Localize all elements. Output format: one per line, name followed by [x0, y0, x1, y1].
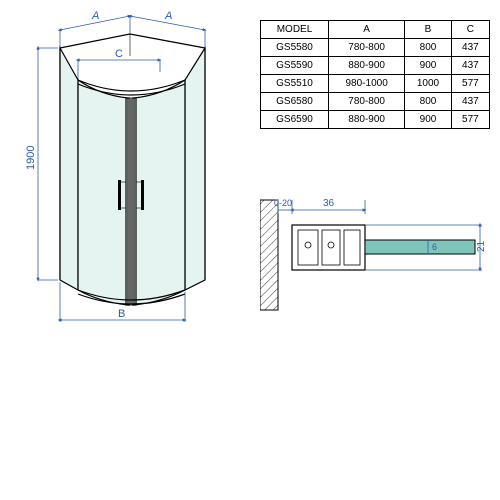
table-cell: 800	[405, 39, 451, 57]
table-cell: 437	[451, 57, 489, 75]
table-row: GS5580780-800800437	[261, 39, 490, 57]
table-row: GS6590880-900900577	[261, 111, 490, 129]
table-cell: 900	[405, 111, 451, 129]
shower-enclosure-drawing: A A C 1900 B	[10, 10, 250, 330]
table-cell: 577	[451, 75, 489, 93]
table-cell: 880-900	[329, 57, 405, 75]
table-row: GS5510980-10001000577	[261, 75, 490, 93]
dim-c: C	[115, 48, 123, 60]
table-cell: 780-800	[329, 39, 405, 57]
col-a: A	[329, 21, 405, 39]
dim-36: 36	[323, 198, 335, 209]
dim-gap: 0-20	[274, 198, 292, 208]
table-cell: GS5590	[261, 57, 329, 75]
model-table: MODEL A B C GS5580780-800800437GS5590880…	[260, 20, 490, 129]
col-c: C	[451, 21, 489, 39]
dim-a-left: A	[91, 10, 99, 22]
table-cell: 1000	[405, 75, 451, 93]
table-cell: GS5580	[261, 39, 329, 57]
table-cell: 880-900	[329, 111, 405, 129]
specifications-table: MODEL A B C GS5580780-800800437GS5590880…	[260, 20, 490, 129]
table-cell: GS6590	[261, 111, 329, 129]
table-cell: 900	[405, 57, 451, 75]
table-cell: 437	[451, 93, 489, 111]
dim-height: 1900	[25, 146, 37, 170]
table-cell: GS5510	[261, 75, 329, 93]
table-cell: 577	[451, 111, 489, 129]
dim-b: B	[118, 308, 125, 320]
table-cell: 780-800	[329, 93, 405, 111]
col-model: MODEL	[261, 21, 329, 39]
dim-21: 21	[476, 240, 487, 252]
dim-a-right: A	[164, 10, 172, 22]
table-cell: 980-1000	[329, 75, 405, 93]
table-header-row: MODEL A B C	[261, 21, 490, 39]
col-b: B	[405, 21, 451, 39]
profile-section-drawing: 0-20 36 6 21	[260, 170, 490, 320]
table-cell: GS6580	[261, 93, 329, 111]
table-cell: 437	[451, 39, 489, 57]
table-cell: 800	[405, 93, 451, 111]
table-row: GS6580780-800800437	[261, 93, 490, 111]
table-row: GS5590880-900900437	[261, 57, 490, 75]
dim-6: 6	[432, 242, 437, 252]
